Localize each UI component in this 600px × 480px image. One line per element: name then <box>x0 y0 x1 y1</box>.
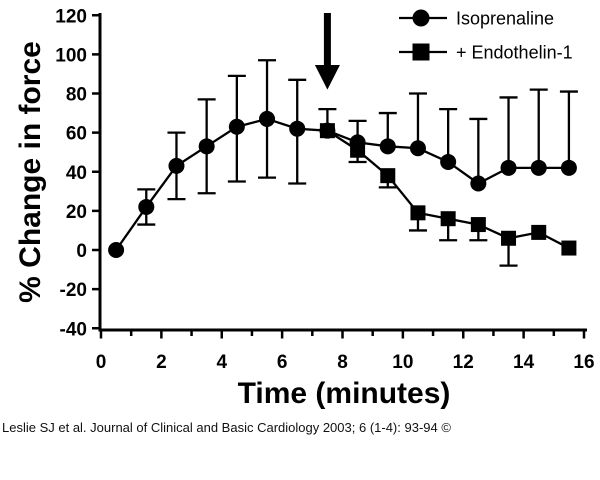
y-tick-label: 60 <box>66 124 87 145</box>
data-point-isoprenaline <box>198 138 215 155</box>
data-point-endothelin-1 <box>531 224 547 240</box>
data-point-endothelin-1 <box>380 168 396 184</box>
x-tick-label: 6 <box>277 352 288 373</box>
data-point-isoprenaline <box>530 159 547 176</box>
data-point-endothelin-1 <box>501 230 517 246</box>
y-tick-label: -40 <box>60 319 87 340</box>
caption: Leslie SJ et al. Journal of Clinical and… <box>2 420 451 435</box>
data-point-isoprenaline <box>138 198 155 215</box>
data-point-isoprenaline <box>108 242 125 258</box>
y-tick-label: 80 <box>66 85 87 106</box>
data-point-isoprenaline <box>379 138 396 155</box>
legend-marker-circle <box>412 9 430 27</box>
data-point-endothelin-1 <box>440 211 456 227</box>
y-tick-label: 40 <box>66 163 87 184</box>
data-point-endothelin-1 <box>561 240 577 256</box>
x-tick-label: 4 <box>216 352 227 373</box>
data-point-isoprenaline <box>289 120 306 137</box>
series-line-isoprenaline <box>115 117 569 251</box>
data-point-isoprenaline <box>228 118 245 135</box>
data-point-endothelin-1 <box>470 217 486 233</box>
x-tick-label: 12 <box>453 352 474 373</box>
data-point-isoprenaline <box>168 157 185 174</box>
data-point-isoprenaline <box>440 153 457 170</box>
data-point-isoprenaline <box>560 159 577 176</box>
y-tick-label: 0 <box>76 241 87 262</box>
x-tick-label: 10 <box>392 352 413 373</box>
x-tick-label: 14 <box>513 352 535 373</box>
data-point-endothelin-1 <box>350 142 366 158</box>
data-point-endothelin-1 <box>319 123 335 139</box>
data-point-isoprenaline <box>259 110 276 127</box>
data-point-isoprenaline <box>500 159 517 176</box>
event-arrow <box>314 13 340 90</box>
x-tick-label: 16 <box>573 352 594 373</box>
y-axis-title: % Change in force <box>14 41 47 303</box>
y-tick-label: 120 <box>55 6 87 27</box>
legend-label: Isoprenaline <box>456 9 554 29</box>
x-tick-label: 8 <box>337 352 348 373</box>
y-tick-label: 20 <box>66 202 87 223</box>
x-tick-label: 0 <box>96 352 107 373</box>
y-tick-label: -20 <box>60 280 87 301</box>
data-point-isoprenaline <box>470 175 487 192</box>
y-tick-label: 100 <box>55 45 87 66</box>
x-axis-title: Time (minutes) <box>238 377 451 410</box>
legend-label: + Endothelin-1 <box>456 43 573 63</box>
x-tick-label: 2 <box>156 352 167 373</box>
data-point-endothelin-1 <box>410 205 426 221</box>
data-point-isoprenaline <box>409 140 426 157</box>
chart-svg: 120 100 80 60 40 20 0 -20 -40 0 2 4 6 8 10 12 14 16 Time (… <box>14 6 595 410</box>
legend-marker-square <box>412 43 430 61</box>
